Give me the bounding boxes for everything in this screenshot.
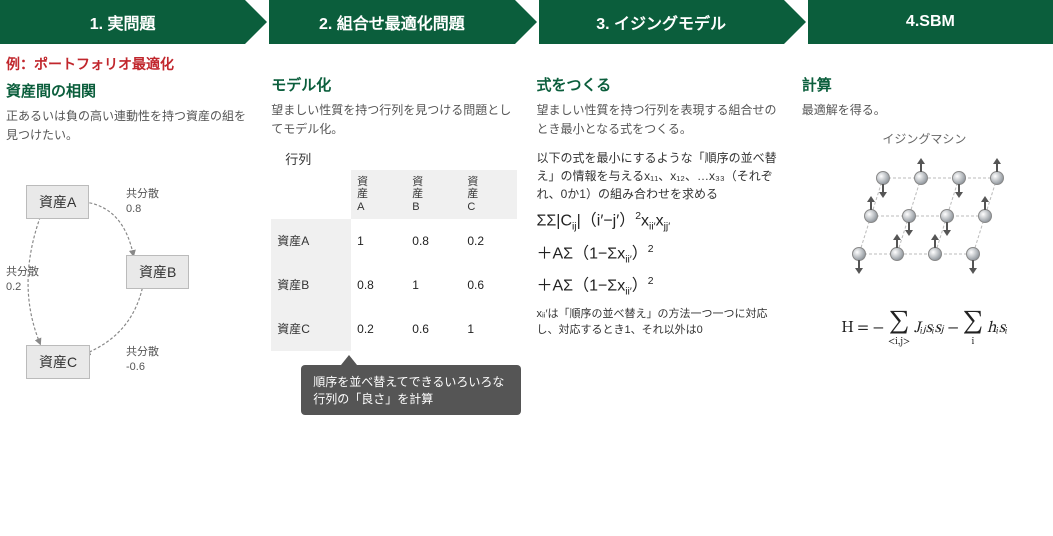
matrix-col-c-label: 資産C: [467, 176, 478, 212]
col1-desc: 正あるいは負の高い連動性を持つ資産の組を見つけたい。: [6, 107, 251, 145]
matrix-row-head: 資産B: [271, 263, 351, 307]
hamiltonian: H = − ∑ <i,j> Jᵢⱼsᵢsⱼ − ∑ i hᵢsᵢ: [802, 309, 1047, 347]
step-2-label: 2. 組合せ最適化問題: [319, 10, 465, 34]
matrix-cell: 0.6: [406, 307, 461, 351]
callout-text: 順序を並べ替えてできるいろいろな行列の「良さ」を計算: [313, 375, 504, 406]
col-real-problem: 例：ポートフォリオ最適化 資産間の相関 正あるいは負の高い連動性を持つ資産の組を…: [6, 54, 251, 455]
matrix-row-head: 資産A: [271, 219, 351, 263]
col3-subhead: 式をつくる: [537, 74, 782, 95]
matrix-row-head: 資産C: [271, 307, 351, 351]
edge-ac-title: 共分散: [6, 266, 39, 278]
hamiltonian-minus: −: [947, 320, 962, 336]
formula-line-3: ＋AΣ（1−Σxii′）2: [537, 274, 782, 300]
col-modeling: モデル化 望ましい性質を持つ行列を見つける問題としてモデル化。 行列 資産A 資…: [271, 54, 516, 455]
matrix-col-b: 資産B: [406, 170, 461, 218]
callout-box: 順序を並べ替えてできるいろいろな行列の「良さ」を計算: [301, 365, 521, 415]
edge-bc-value: -0.6: [126, 361, 145, 373]
table-row: 資産B0.810.6: [271, 263, 516, 307]
edge-bc-title: 共分散: [126, 346, 159, 358]
ising-title: イジングマシン: [802, 130, 1047, 147]
sum2-sub: i: [963, 337, 984, 347]
asset-node-b: 資産B: [126, 255, 189, 289]
formula-note-bottom: xᵢᵢ′は「順序の並べ替え」の方法一つ一つに対応し、対応するとき1、それ以外は0: [537, 306, 782, 339]
edge-bc-label: 共分散 -0.6: [126, 345, 159, 374]
asset-node-c: 資産C: [26, 345, 90, 379]
table-row: 資産A10.80.2: [271, 219, 516, 263]
asset-graph: 資産A 資産B 資産C 共分散 0.8 共分散 0.2 共分散 -0.6: [6, 155, 251, 455]
edge-ac-label: 共分散 0.2: [6, 265, 39, 294]
matrix-wrap: 行列 資産A 資産B 資産C 資産A10.80.2資産B0.810.6資産C0.…: [271, 149, 516, 350]
step-4-label: 4.SBM: [906, 13, 955, 31]
matrix-cell: 0.8: [351, 263, 406, 307]
ising-lattice: [834, 153, 1014, 293]
matrix-cell: 1: [406, 263, 461, 307]
formula-note-top: 以下の式を最小にするような「順序の並べ替え」の情報を与えるx₁₁、x₁₂、…x₃…: [537, 149, 782, 203]
step-4: 4.SBM: [808, 0, 1053, 44]
matrix-col-a-label: 資産A: [357, 176, 368, 212]
matrix-cell: 0.2: [461, 219, 516, 263]
step-1: 1. 実問題: [0, 0, 245, 44]
asset-a-label: 資産A: [39, 194, 76, 210]
edge-ab-title: 共分散: [126, 188, 159, 200]
matrix-col-c: 資産C: [461, 170, 516, 218]
col2-subhead: モデル化: [271, 74, 516, 95]
matrix-col-a: 資産A: [351, 170, 406, 218]
asset-c-label: 資産C: [39, 354, 77, 370]
matrix-cell: 1: [461, 307, 516, 351]
hamiltonian-term1: Jᵢⱼsᵢsⱼ: [914, 320, 944, 336]
edge-ab-value: 0.8: [126, 203, 141, 215]
col4-desc: 最適解を得る。: [802, 101, 1047, 120]
col2-desc: 望ましい性質を持つ行列を見つける問題としてモデル化。: [271, 101, 516, 139]
formula-line-2: ＋AΣ（1−Σxii′）2: [537, 242, 782, 268]
example-label: 例：ポートフォリオ最適化: [6, 54, 251, 74]
hamiltonian-lhs: H = −: [841, 320, 884, 336]
steps-row: 1. 実問題 2. 組合せ最適化問題 3. イジングモデル 4.SBM: [0, 0, 1053, 44]
matrix-table: 資産A 資産B 資産C 資産A10.80.2資産B0.810.6資産C0.20.…: [271, 170, 516, 350]
edge-ab-label: 共分散 0.8: [126, 187, 159, 216]
matrix-cell: 0.6: [461, 263, 516, 307]
col1-subhead: 資産間の相関: [6, 80, 251, 101]
step-2: 2. 組合せ最適化問題: [269, 0, 514, 44]
col3-desc: 望ましい性質を持つ行列を表現する組合せのとき最小となる式をつくる。: [537, 101, 782, 139]
table-row: 資産C0.20.61: [271, 307, 516, 351]
asset-b-label: 資産B: [139, 264, 176, 280]
matrix-title: 行列: [285, 149, 516, 168]
col4-subhead: 計算: [802, 74, 1047, 95]
matrix-cell: 0.2: [351, 307, 406, 351]
step-3: 3. イジングモデル: [539, 0, 784, 44]
formula-line-1: ΣΣ|Cij|（i′−j′）2xii′xjj′: [537, 209, 782, 235]
matrix-cell: 1: [351, 219, 406, 263]
hamiltonian-term2: hᵢsᵢ: [987, 320, 1008, 336]
step-1-label: 1. 実問題: [90, 10, 156, 34]
step-3-label: 3. イジングモデル: [596, 10, 726, 34]
col-formula: 式をつくる 望ましい性質を持つ行列を表現する組合せのとき最小となる式をつくる。 …: [537, 54, 782, 455]
content-columns: 例：ポートフォリオ最適化 資産間の相関 正あるいは負の高い連動性を持つ資産の組を…: [0, 54, 1053, 455]
edge-ac-value: 0.2: [6, 281, 21, 293]
sum1-sub: <i,j>: [888, 337, 910, 347]
matrix-cell: 0.8: [406, 219, 461, 263]
col-sbm: 計算 最適解を得る。 イジングマシン H = − ∑ <i,j> Jᵢⱼsᵢsⱼ…: [802, 54, 1047, 455]
matrix-col-b-label: 資産B: [412, 176, 423, 212]
asset-node-a: 資産A: [26, 185, 89, 219]
